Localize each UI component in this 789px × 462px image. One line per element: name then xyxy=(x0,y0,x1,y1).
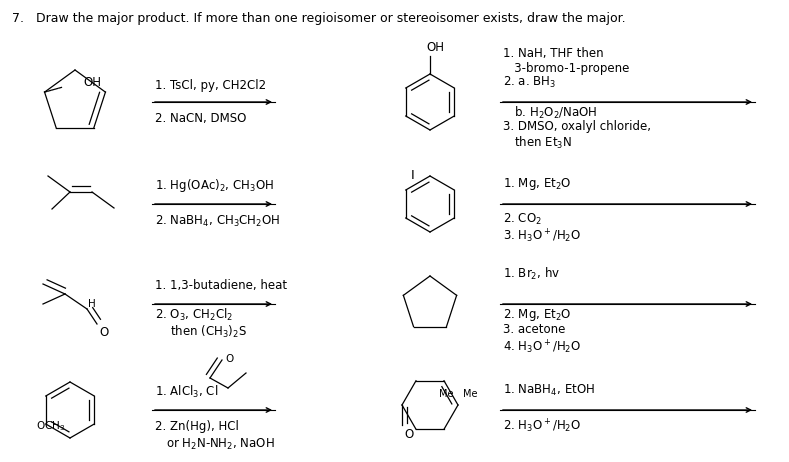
Text: 1. AlCl$_3$, Cl: 1. AlCl$_3$, Cl xyxy=(155,384,219,400)
Text: I: I xyxy=(411,169,414,182)
Text: OCH$_3$: OCH$_3$ xyxy=(36,419,65,433)
Text: 2. NaCN, DMSO: 2. NaCN, DMSO xyxy=(155,112,246,125)
Text: O: O xyxy=(404,428,413,441)
Text: 3-bromo-1-propene: 3-bromo-1-propene xyxy=(503,62,630,75)
Text: then (CH$_3$)$_2$S: then (CH$_3$)$_2$S xyxy=(170,324,247,340)
Text: 1. NaH, THF then: 1. NaH, THF then xyxy=(503,47,604,60)
Text: Me: Me xyxy=(439,389,453,399)
Text: 1. Hg(OAc)$_2$, CH$_3$OH: 1. Hg(OAc)$_2$, CH$_3$OH xyxy=(155,177,274,194)
Text: 1. TsCl, py, CH2Cl2: 1. TsCl, py, CH2Cl2 xyxy=(155,79,266,92)
Text: Me: Me xyxy=(463,389,477,399)
Text: 2. Mg, Et$_2$O: 2. Mg, Et$_2$O xyxy=(503,307,571,323)
Text: b. H$_2$O$_2$/NaOH: b. H$_2$O$_2$/NaOH xyxy=(503,105,597,121)
Text: 1. Mg, Et$_2$O: 1. Mg, Et$_2$O xyxy=(503,176,571,192)
Text: 2. Zn(Hg), HCl: 2. Zn(Hg), HCl xyxy=(155,420,239,433)
Text: OH: OH xyxy=(426,41,444,54)
Text: then Et$_3$N: then Et$_3$N xyxy=(503,135,572,151)
Text: 3. acetone: 3. acetone xyxy=(503,323,566,336)
Text: 4. H$_3$O$^+$/H$_2$O: 4. H$_3$O$^+$/H$_2$O xyxy=(503,339,581,356)
Text: 3. H$_3$O$^+$/H$_2$O: 3. H$_3$O$^+$/H$_2$O xyxy=(503,228,581,245)
Text: 2. NaBH$_4$, CH$_3$CH$_2$OH: 2. NaBH$_4$, CH$_3$CH$_2$OH xyxy=(155,214,280,229)
Text: O: O xyxy=(225,354,234,364)
Text: O: O xyxy=(99,326,108,339)
Text: 1. 1,3-butadiene, heat: 1. 1,3-butadiene, heat xyxy=(155,279,287,292)
Text: OH: OH xyxy=(84,76,102,89)
Text: 2. CO$_2$: 2. CO$_2$ xyxy=(503,212,542,227)
Text: H: H xyxy=(88,299,95,309)
Text: 1. Br$_2$, hv: 1. Br$_2$, hv xyxy=(503,266,560,282)
Text: 3. DMSO, oxalyl chloride,: 3. DMSO, oxalyl chloride, xyxy=(503,120,651,133)
Text: 2. H$_3$O$^+$/H$_2$O: 2. H$_3$O$^+$/H$_2$O xyxy=(503,418,581,435)
Text: 2. O$_3$, CH$_2$Cl$_2$: 2. O$_3$, CH$_2$Cl$_2$ xyxy=(155,307,233,323)
Text: or H$_2$N-NH$_2$, NaOH: or H$_2$N-NH$_2$, NaOH xyxy=(155,437,275,452)
Text: 2. a. BH$_3$: 2. a. BH$_3$ xyxy=(503,75,556,90)
Text: 1. NaBH$_4$, EtOH: 1. NaBH$_4$, EtOH xyxy=(503,383,595,398)
Text: 7.   Draw the major product. If more than one regioisomer or stereoisomer exists: 7. Draw the major product. If more than … xyxy=(12,12,626,25)
